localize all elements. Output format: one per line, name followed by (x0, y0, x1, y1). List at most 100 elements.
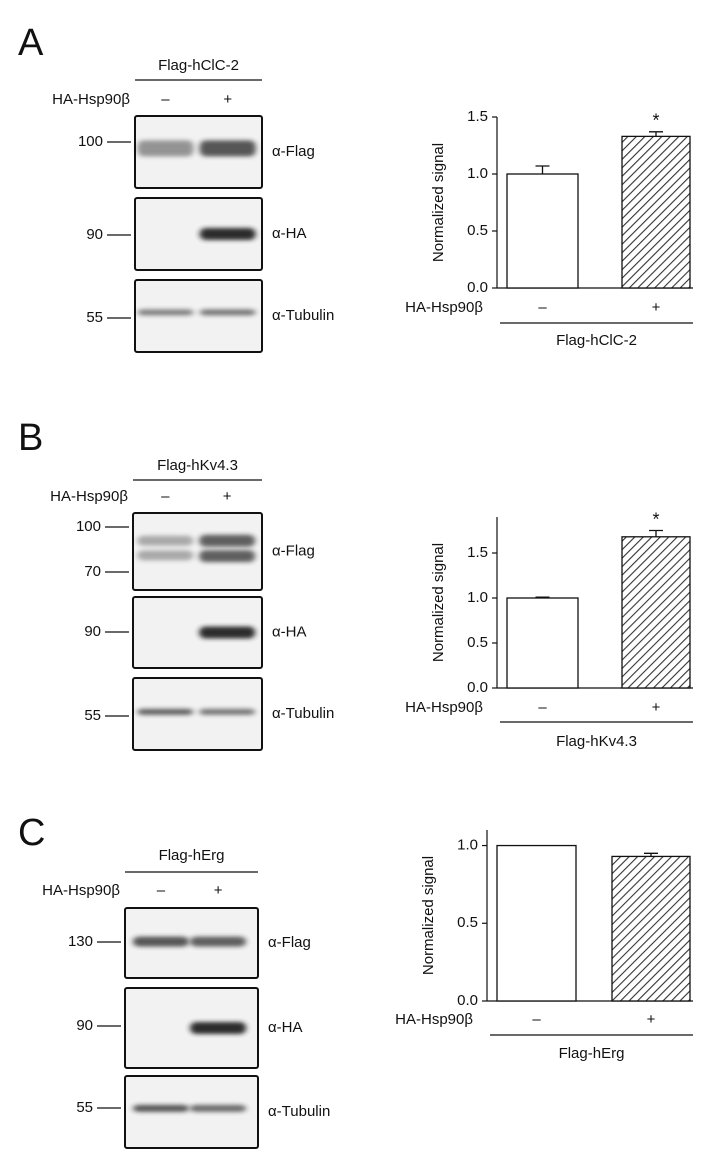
antibody-label: α-Flag (268, 934, 311, 951)
x-tick-label: + (652, 699, 661, 716)
y-axis-label: Normalized signal (430, 143, 447, 262)
antibody-label: α-HA (272, 623, 307, 640)
blot-frame (132, 512, 263, 591)
construct-label: Flag-hKv4.3 (157, 457, 238, 474)
y-axis-label: Normalized signal (420, 856, 437, 975)
construct-label: Flag-hClC-2 (158, 57, 239, 74)
x-tick-label: – (538, 699, 547, 716)
blot-band (137, 535, 194, 546)
marker-label: 55 (86, 309, 103, 326)
blot-band (137, 550, 194, 561)
lane-label: + (223, 91, 232, 108)
blot-band (199, 228, 256, 240)
lane-label: + (223, 488, 232, 505)
y-tick-label: 0.0 (467, 279, 488, 296)
blot-band (199, 140, 256, 157)
antibody-label: α-Tubulin (272, 307, 334, 324)
blot-background (135, 280, 262, 352)
bar (506, 597, 579, 689)
error-bar (535, 596, 550, 598)
error-bar (649, 131, 663, 137)
antibody-label: α-Flag (272, 542, 315, 559)
category-axis-label: HA-Hsp90β (405, 299, 483, 316)
blot-band (199, 534, 256, 547)
x-tick-label: – (538, 299, 547, 316)
lane-label: – (161, 488, 170, 505)
blot-frame (132, 596, 263, 669)
panel-label: B (18, 417, 43, 459)
y-tick-label: 0.0 (457, 992, 478, 1009)
antibody-label: α-Tubulin (268, 1103, 330, 1120)
bar (621, 536, 691, 689)
antibody-label: α-Tubulin (272, 705, 334, 722)
marker-label: 130 (68, 933, 93, 950)
x-tick-label: + (652, 299, 661, 316)
blot-frame (134, 279, 263, 353)
marker-label: 100 (78, 133, 103, 150)
panel-label: C (18, 812, 45, 854)
error-bar (649, 529, 663, 537)
blot-frame (124, 907, 259, 979)
blot-band (137, 708, 194, 715)
blot-band (190, 936, 247, 947)
marker-label: 55 (76, 1099, 93, 1116)
y-tick-label: 0.5 (457, 914, 478, 931)
antibody-label: α-HA (272, 225, 307, 242)
blot-frame (124, 1075, 259, 1149)
blot-frame (132, 677, 263, 751)
blot-band (132, 1104, 189, 1112)
category-axis-label: HA-Hsp90β (405, 699, 483, 716)
marker-label: 90 (84, 623, 101, 640)
category-axis-label: HA-Hsp90β (395, 1011, 473, 1028)
blot-band (137, 140, 194, 157)
blot-band (190, 1022, 247, 1034)
y-tick-label: 1.5 (467, 544, 488, 561)
lane-label: – (161, 91, 170, 108)
marker-label: 90 (76, 1017, 93, 1034)
y-tick-label: 0.5 (467, 634, 488, 651)
blot-band (137, 309, 194, 316)
antibody-label: α-Flag (272, 143, 315, 160)
antibody-label: α-HA (268, 1019, 303, 1036)
blot-band (132, 936, 189, 947)
treatment-label: HA-Hsp90β (42, 882, 120, 899)
significance-mark: * (652, 111, 659, 131)
panel-label: A (18, 22, 44, 64)
marker-label: 90 (86, 226, 103, 243)
bar (611, 855, 691, 1002)
blot-band (199, 626, 256, 639)
blot-band (199, 550, 256, 563)
group-label: Flag-hErg (559, 1045, 625, 1062)
marker-label: 55 (84, 707, 101, 724)
significance-mark: * (652, 509, 659, 529)
blot-frame (134, 115, 263, 189)
treatment-label: HA-Hsp90β (50, 488, 128, 505)
blot-band (199, 708, 256, 715)
marker-label: 70 (84, 563, 101, 580)
x-tick-label: + (647, 1011, 656, 1028)
y-axis-label: Normalized signal (430, 543, 447, 662)
y-tick-label: 1.0 (467, 589, 488, 606)
y-tick-label: 1.0 (457, 837, 478, 854)
marker-label: 100 (76, 518, 101, 535)
error-bar (535, 165, 550, 174)
y-tick-label: 0.0 (467, 679, 488, 696)
y-tick-label: 1.0 (467, 165, 488, 182)
blot-frame (134, 197, 263, 271)
treatment-label: HA-Hsp90β (52, 91, 130, 108)
blot-frame (124, 987, 259, 1069)
y-tick-label: 0.5 (467, 222, 488, 239)
bar (621, 135, 691, 289)
construct-label: Flag-hErg (159, 847, 225, 864)
bar (496, 844, 577, 1002)
error-bar (644, 852, 658, 857)
blot-band (190, 1104, 247, 1112)
group-label: Flag-hClC-2 (556, 332, 637, 349)
x-tick-label: – (532, 1011, 541, 1028)
y-tick-label: 1.5 (467, 108, 488, 125)
blot-background (125, 1076, 258, 1148)
group-label: Flag-hKv4.3 (556, 733, 637, 750)
lane-label: – (157, 882, 166, 899)
bar (506, 173, 579, 289)
